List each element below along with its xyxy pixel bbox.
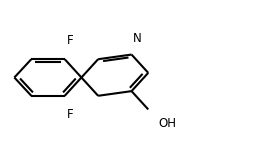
Text: F: F <box>67 34 74 47</box>
Text: F: F <box>67 108 74 121</box>
Text: OH: OH <box>158 117 176 130</box>
Text: N: N <box>133 32 142 45</box>
